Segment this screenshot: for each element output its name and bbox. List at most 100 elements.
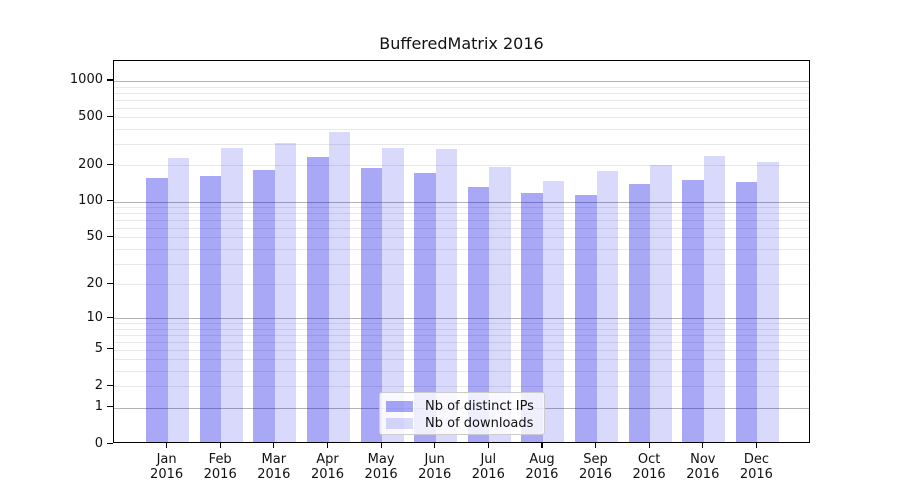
- gridline-minor: [114, 341, 809, 343]
- x-axis-tick-mark: [595, 443, 597, 448]
- y-axis-tick-mark: [107, 115, 113, 117]
- bar-downloads: [382, 148, 404, 442]
- plot-area: [113, 60, 810, 443]
- bar-downloads: [703, 156, 726, 442]
- gridline-minor: [114, 228, 809, 229]
- y-axis-tick-mark: [107, 200, 113, 202]
- legend-item-distinct-ips: Nb of distinct IPs: [386, 398, 538, 414]
- y-axis-tick-label: 10: [86, 309, 103, 325]
- bar-distinct-ips: [146, 178, 168, 442]
- bar-distinct-ips: [253, 170, 275, 442]
- bar-downloads: [757, 162, 779, 442]
- x-axis-tick-mark: [219, 443, 221, 448]
- bar-distinct-ips: [360, 168, 383, 442]
- gridline-minor: [114, 86, 809, 88]
- bar-distinct-ips: [575, 195, 597, 442]
- x-axis-tick-label: May 2016: [364, 452, 398, 482]
- x-axis-tick-mark: [273, 443, 275, 448]
- x-axis-tick-mark: [380, 443, 382, 448]
- gridline-minor: [114, 334, 809, 336]
- gridline-major: [114, 318, 809, 319]
- y-axis-tick-label: 5: [94, 341, 103, 357]
- x-axis-tick-label: Dec 2016: [739, 452, 773, 482]
- gridline-minor: [114, 117, 809, 119]
- bar-distinct-ips: [414, 173, 436, 442]
- bar-distinct-ips: [682, 180, 704, 442]
- gridline-minor: [114, 237, 809, 239]
- x-axis-tick-label: Sep 2016: [578, 452, 613, 482]
- legend-swatch-downloads-icon: [386, 417, 413, 429]
- gridline-minor: [114, 213, 809, 215]
- x-axis-tick-mark: [702, 443, 704, 448]
- legend-label-distinct-ips: Nb of distinct IPs: [425, 398, 534, 414]
- y-axis-tick-label: 2: [94, 377, 103, 393]
- x-axis-tick-mark: [487, 443, 489, 448]
- gridline-minor: [114, 328, 809, 330]
- x-axis-tick-label: Jun 2016: [418, 452, 452, 482]
- y-axis-tick-label: 1: [94, 399, 103, 415]
- bar-downloads: [274, 143, 297, 442]
- y-axis-tick-label: 1000: [69, 72, 103, 88]
- x-axis-tick-label: Feb 2016: [203, 452, 237, 482]
- bar-distinct-ips: [735, 181, 758, 442]
- gridline-minor: [114, 349, 809, 351]
- gridline-minor: [114, 323, 809, 324]
- y-axis-tick-mark: [107, 79, 113, 81]
- gridline-minor: [114, 129, 809, 130]
- gridline-minor: [114, 359, 809, 361]
- x-axis-tick-mark: [434, 443, 436, 448]
- y-axis-tick-mark: [107, 235, 113, 238]
- y-axis-tick-label: 0: [94, 435, 103, 451]
- x-axis-tick-label: Oct 2016: [632, 452, 666, 482]
- y-axis-tick-mark: [107, 442, 113, 444]
- y-axis-tick-mark: [107, 316, 113, 318]
- bar-downloads: [650, 164, 672, 442]
- gridline-minor: [114, 263, 809, 265]
- gridline-minor: [114, 386, 809, 388]
- bar-distinct-ips: [467, 187, 490, 442]
- x-axis-tick-label: Aug 2016: [525, 452, 559, 482]
- x-axis-tick-mark: [166, 443, 168, 448]
- y-axis-tick-mark: [107, 384, 113, 386]
- x-axis-tick-mark: [541, 443, 543, 448]
- gridline-minor: [114, 220, 809, 221]
- y-axis-tick-label: 50: [86, 228, 103, 244]
- x-axis-tick-mark: [648, 443, 650, 448]
- chart-title: BufferedMatrix 2016: [379, 34, 544, 53]
- bar-distinct-ips: [307, 156, 329, 442]
- y-axis-tick-label: 20: [86, 275, 103, 291]
- gridline-major: [114, 201, 809, 203]
- gridline-minor: [114, 144, 809, 146]
- legend: Nb of distinct IPs Nb of downloads: [379, 392, 545, 435]
- legend-item-downloads: Nb of downloads: [386, 415, 538, 431]
- bar-downloads: [542, 180, 565, 442]
- bar-distinct-ips: [199, 176, 222, 442]
- x-axis-tick-label: Jan 2016: [150, 452, 184, 482]
- gridline-minor: [114, 165, 809, 167]
- bar-distinct-ips: [521, 192, 543, 442]
- y-axis-tick-label: 100: [78, 193, 103, 208]
- gridline-minor: [114, 284, 809, 285]
- y-axis-tick-label: 500: [78, 108, 103, 124]
- legend-swatch-distinct-ips-icon: [386, 400, 413, 412]
- bar-downloads: [221, 148, 243, 442]
- bar-distinct-ips: [628, 183, 651, 442]
- gridline-minor: [114, 92, 809, 94]
- gridline-major: [114, 80, 809, 82]
- x-axis-tick-label: Jul 2016: [471, 452, 505, 482]
- x-axis-tick-label: Mar 2016: [257, 452, 291, 482]
- gridline-minor: [114, 371, 809, 373]
- bar-downloads: [489, 167, 511, 442]
- gridline-minor: [114, 207, 809, 208]
- x-axis-tick-label: Nov 2016: [686, 452, 720, 482]
- y-axis-tick-mark: [107, 163, 113, 165]
- x-axis-tick-mark: [327, 443, 329, 448]
- bar-downloads: [328, 132, 350, 442]
- bar-downloads: [167, 158, 190, 442]
- gridline-minor: [114, 248, 809, 250]
- bar-downloads: [596, 170, 618, 442]
- y-axis-tick-mark: [107, 406, 113, 408]
- bar-downloads: [435, 149, 458, 442]
- x-axis-tick-mark: [755, 443, 758, 448]
